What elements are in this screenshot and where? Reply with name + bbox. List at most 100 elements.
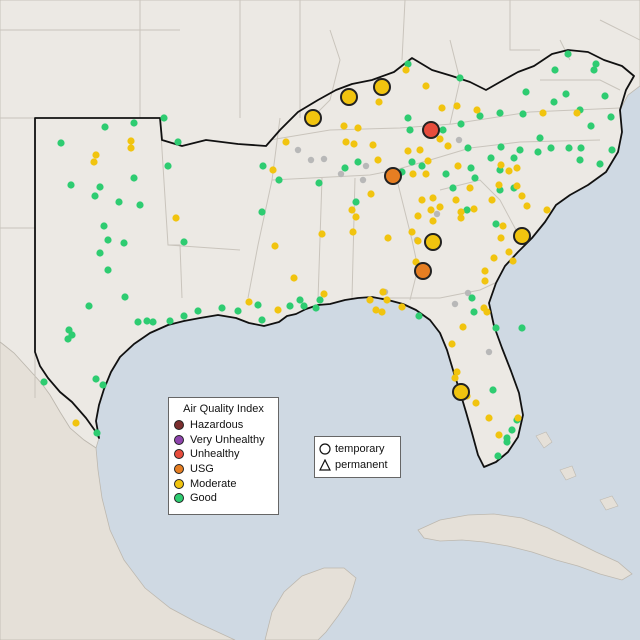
monitor-marker-moderate (424, 233, 442, 251)
monitor-dot-good (404, 114, 412, 122)
yucatan-land (264, 567, 357, 640)
monitor-dot-good (522, 88, 530, 96)
monitor-dot-good (258, 208, 266, 216)
monitor-dot-moderate (495, 431, 503, 439)
monitor-dot-good (534, 148, 542, 156)
cuba-land (417, 513, 633, 581)
monitor-dot-good (160, 114, 168, 122)
monitor-dot-good (64, 335, 72, 343)
monitor-dot-moderate (352, 213, 360, 221)
monitor-dot-good (120, 239, 128, 247)
monitor-dot-moderate (490, 254, 498, 262)
monitor-dot-grey (294, 146, 302, 154)
monitor-dot-good (101, 123, 109, 131)
monitor-dot-good (96, 183, 104, 191)
monitor-dot-moderate (438, 104, 446, 112)
monitor-dot-moderate (472, 399, 480, 407)
monitor-dot-good (67, 181, 75, 189)
monitor-dot-good (418, 162, 426, 170)
monitor-dot-moderate (422, 82, 430, 90)
monitor-dot-grey (362, 162, 370, 170)
monitor-dot-moderate (372, 306, 380, 314)
monitor-dot-good (510, 154, 518, 162)
monitor-dot-moderate (497, 161, 505, 169)
monitor-dot-moderate (349, 228, 357, 236)
monitor-dot-good (471, 174, 479, 182)
legend-label: permanent (335, 459, 388, 471)
monitor-dot-good (115, 198, 123, 206)
legend-item-permanent: permanent (315, 457, 400, 473)
good-swatch-icon (174, 493, 184, 504)
monitor-dot-good (468, 294, 476, 302)
monitor-marker-moderate (304, 109, 322, 127)
monitor-dot-moderate (470, 205, 478, 213)
monitor-dot-moderate (573, 109, 581, 117)
monitor-dot-good (406, 126, 414, 134)
monitor-dot-good (519, 110, 527, 118)
monitor-dot-good (463, 206, 471, 214)
monitor-dot-moderate (513, 164, 521, 172)
monitor-dot-good (496, 109, 504, 117)
monitor-dot-moderate (513, 182, 521, 190)
monitor-dot-moderate (418, 196, 426, 204)
monitor-dot-moderate (436, 203, 444, 211)
monitor-dot-moderate (518, 192, 526, 200)
monitor-dot-good (577, 144, 585, 152)
monitor-dot-moderate (90, 158, 98, 166)
monitor-dot-moderate (451, 374, 459, 382)
monitor-dot-moderate (402, 66, 410, 74)
monitor-dot-moderate (539, 109, 547, 117)
monitor-dot-moderate (274, 306, 282, 314)
monitor-dot-good (352, 198, 360, 206)
monitor-dot-moderate (473, 106, 481, 114)
monitor-dot-good (489, 386, 497, 394)
monitor-dot-grey (433, 210, 441, 218)
legend-item-good: Good (169, 491, 278, 506)
monitor-dot-good (57, 139, 65, 147)
monitor-dot-good (439, 126, 447, 134)
monitor-marker-usg (384, 167, 402, 185)
mexico-land (0, 341, 236, 640)
monitor-dot-moderate (485, 414, 493, 422)
monitor-dot-good (494, 452, 502, 460)
monitor-dot-moderate (483, 308, 491, 316)
monitor-dot-grey (451, 300, 459, 308)
monitor-dot-good (234, 307, 242, 315)
monitor-dot-good (40, 378, 48, 386)
monitor-dot-moderate (481, 277, 489, 285)
monitor-dot-grey (337, 170, 345, 178)
monitor-dot-moderate (271, 242, 279, 250)
monitor-dot-good (408, 158, 416, 166)
monitor-dot-good (99, 381, 107, 389)
monitor-dot-moderate (429, 194, 437, 202)
monitor-dot-good (492, 220, 500, 228)
monitor-marker-moderate (513, 227, 531, 245)
monitor-dot-moderate (422, 170, 430, 178)
legend-label: USG (190, 463, 214, 476)
monitor-dot-good (312, 304, 320, 312)
monitor-dot-good (576, 156, 584, 164)
monitor-dot-moderate (378, 308, 386, 316)
monitor-dot-good (134, 318, 142, 326)
monitor-dot-grey (485, 348, 493, 356)
monitor-dot-moderate (354, 124, 362, 132)
monitor-dot-good (551, 66, 559, 74)
aqi-legend-title: Air Quality Index (183, 403, 264, 415)
monitor-dot-good (415, 312, 423, 320)
monitor-dot-good (104, 236, 112, 244)
monitor-dot-good (174, 138, 182, 146)
monitor-dot-good (275, 176, 283, 184)
monitor-marker-moderate (340, 88, 358, 106)
monitor-dot-good (136, 201, 144, 209)
monitor-dot-good (508, 426, 516, 434)
monitor-dot-moderate (481, 267, 489, 275)
monitor-dot-good (457, 120, 465, 128)
monitor-marker-moderate (373, 78, 391, 96)
legend-item-temporary: temporary (315, 441, 400, 457)
monitor-dot-moderate (429, 217, 437, 225)
monitor-dot-good (607, 113, 615, 121)
monitor-dot-moderate (172, 214, 180, 222)
monitor-dot-moderate (367, 190, 375, 198)
monitor-dot-good (516, 146, 524, 154)
